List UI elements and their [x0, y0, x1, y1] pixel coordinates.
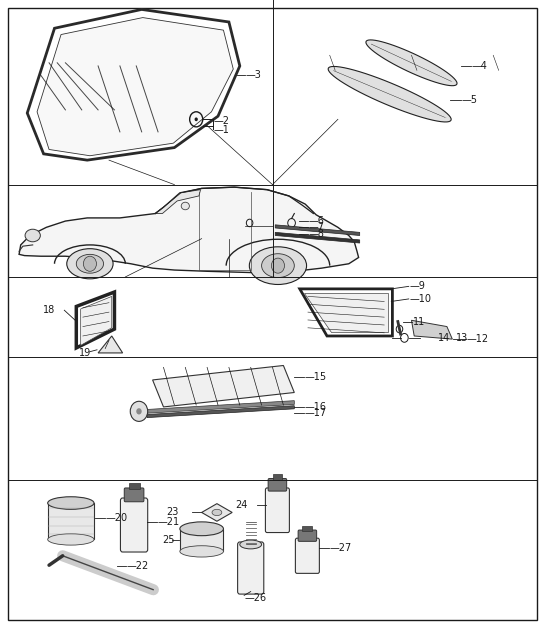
Text: —22: —22: [127, 561, 149, 571]
Text: —17: —17: [305, 408, 327, 418]
Ellipse shape: [181, 202, 190, 210]
Polygon shape: [81, 296, 112, 345]
Polygon shape: [275, 225, 360, 236]
Text: —21: —21: [158, 517, 180, 528]
Circle shape: [195, 117, 198, 121]
Text: 25: 25: [162, 535, 175, 545]
Text: —1: —1: [214, 125, 229, 135]
Text: —6: —6: [308, 216, 324, 226]
Polygon shape: [153, 365, 294, 407]
Text: —3: —3: [246, 70, 262, 80]
Ellipse shape: [240, 540, 262, 549]
Circle shape: [136, 408, 142, 414]
Ellipse shape: [48, 497, 94, 509]
FancyBboxPatch shape: [238, 542, 264, 594]
Circle shape: [271, 258, 284, 273]
Polygon shape: [275, 232, 360, 243]
Text: —20: —20: [105, 513, 128, 523]
FancyBboxPatch shape: [120, 498, 148, 552]
Polygon shape: [147, 401, 294, 413]
Text: —9: —9: [409, 281, 425, 291]
Text: —8: —8: [308, 229, 324, 239]
FancyBboxPatch shape: [48, 503, 94, 539]
Text: —12: —12: [467, 334, 489, 344]
Text: 13: 13: [456, 333, 468, 343]
Circle shape: [130, 401, 148, 421]
Text: 18: 18: [43, 305, 54, 315]
FancyBboxPatch shape: [265, 488, 289, 533]
Polygon shape: [304, 293, 388, 332]
Text: —16: —16: [305, 402, 326, 412]
Text: —2: —2: [214, 116, 229, 126]
Ellipse shape: [48, 534, 94, 545]
Polygon shape: [328, 67, 451, 122]
Text: —26: —26: [244, 593, 267, 603]
Ellipse shape: [180, 546, 223, 557]
FancyBboxPatch shape: [124, 488, 144, 502]
Ellipse shape: [212, 509, 222, 516]
Text: 19: 19: [79, 348, 91, 358]
FancyBboxPatch shape: [268, 479, 287, 491]
Text: —5: —5: [461, 95, 477, 106]
Circle shape: [83, 256, 96, 271]
Ellipse shape: [249, 247, 306, 284]
Ellipse shape: [25, 229, 40, 242]
Text: —10: —10: [409, 294, 431, 304]
Polygon shape: [98, 336, 123, 353]
Polygon shape: [411, 320, 452, 339]
Polygon shape: [19, 187, 359, 273]
FancyBboxPatch shape: [180, 529, 223, 551]
Text: —4: —4: [472, 61, 488, 71]
Polygon shape: [366, 40, 457, 85]
FancyBboxPatch shape: [302, 526, 312, 531]
FancyBboxPatch shape: [129, 483, 140, 489]
Text: 14: 14: [438, 333, 450, 343]
Text: —27: —27: [330, 543, 352, 553]
Text: —15: —15: [305, 372, 327, 382]
Polygon shape: [37, 18, 233, 156]
Polygon shape: [147, 406, 294, 418]
Ellipse shape: [180, 522, 223, 536]
FancyBboxPatch shape: [295, 538, 319, 573]
Text: 11: 11: [413, 317, 425, 327]
Text: —7: —7: [308, 222, 324, 232]
Ellipse shape: [262, 254, 294, 278]
Ellipse shape: [76, 254, 104, 273]
Polygon shape: [202, 504, 232, 521]
Text: 23: 23: [166, 507, 179, 517]
FancyBboxPatch shape: [298, 530, 317, 541]
Text: 24: 24: [235, 500, 248, 510]
Ellipse shape: [66, 249, 113, 279]
Polygon shape: [155, 190, 201, 214]
FancyBboxPatch shape: [272, 474, 282, 480]
